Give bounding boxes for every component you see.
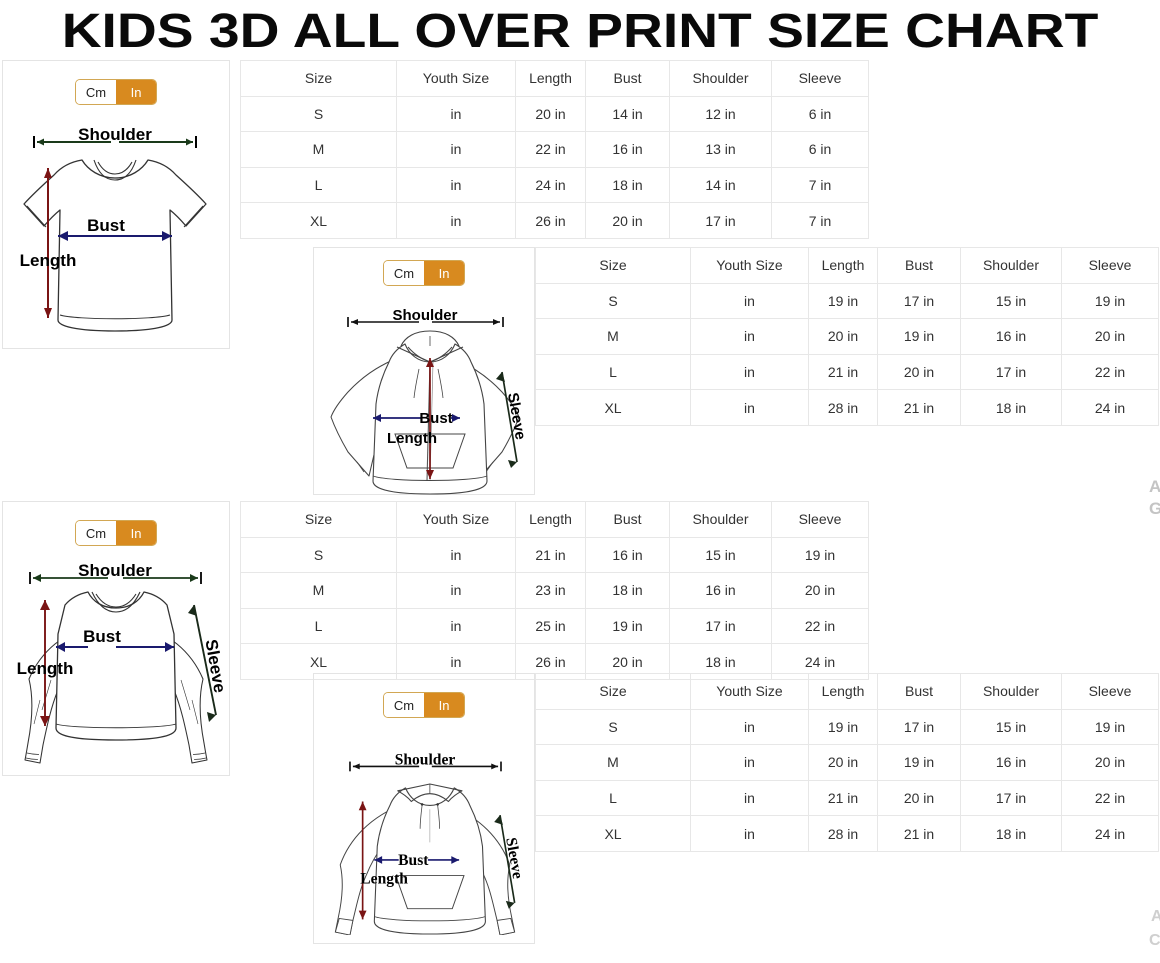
svg-text:Shoulder: Shoulder: [395, 751, 456, 768]
svg-text:Bust: Bust: [419, 410, 452, 427]
svg-text:Length: Length: [387, 430, 437, 447]
svg-text:Length: Length: [17, 659, 74, 678]
svg-text:Bust: Bust: [87, 216, 125, 235]
svg-text:Shoulder: Shoulder: [78, 128, 152, 144]
svg-text:Shoulder: Shoulder: [78, 561, 152, 580]
svg-text:Sleeve: Sleeve: [201, 638, 224, 694]
svg-text:Bust: Bust: [398, 852, 429, 869]
svg-text:Bust: Bust: [83, 627, 121, 646]
svg-text:Length: Length: [360, 870, 408, 887]
svg-text:Length: Length: [20, 251, 77, 270]
svg-text:Shoulder: Shoulder: [392, 307, 457, 324]
